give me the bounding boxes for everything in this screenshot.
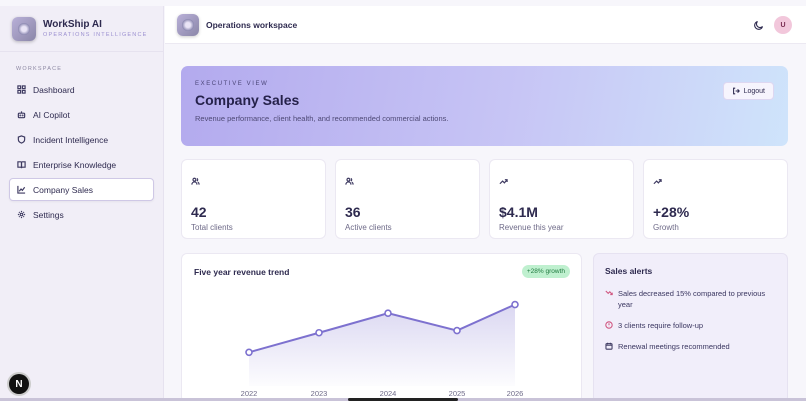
sales-alerts-card: Sales alerts Sales decreased 15% compare…: [593, 253, 788, 401]
sidebar-nav: Dashboard AI Copilot Incident Intelligen…: [9, 78, 154, 228]
revenue-trend-chart: 2022 2023 2024 2025 2026: [241, 300, 524, 398]
trending-down-icon: [605, 290, 613, 296]
sidebar-item-incident-intelligence[interactable]: Incident Intelligence: [9, 128, 154, 151]
main-content: EXECUTIVE VIEW Company Sales Revenue per…: [165, 44, 806, 401]
x-tick-label: 2023: [311, 389, 328, 398]
x-tick-label: 2022: [241, 389, 258, 398]
users-icon: [191, 177, 200, 185]
stat-value: 42: [191, 204, 207, 220]
alert-item: Renewal meetings recommended: [605, 341, 776, 352]
brand-logo: [12, 16, 36, 41]
stat-value: +28%: [653, 204, 690, 220]
sidebar: WorkShip AI OPERATIONS INTELLIGENCE WORK…: [0, 6, 164, 398]
stat-label: Growth: [653, 223, 679, 232]
n-badge[interactable]: N: [9, 374, 29, 394]
bot-icon: [17, 111, 26, 119]
revenue-trend-card: 2022 2023 2024 2025 2026 Five year revenue t…: [181, 253, 582, 401]
hero-eyebrow: EXECUTIVE VIEW: [195, 81, 269, 87]
home-indicator: [348, 398, 458, 401]
stat-card-active-clients: 36 Active clients: [335, 159, 480, 239]
logout-button[interactable]: Logout: [722, 82, 774, 100]
users-icon: [345, 177, 354, 185]
brand-subtitle: OPERATIONS INTELLIGENCE: [43, 32, 148, 38]
hero-description: Revenue performance, client health, and …: [195, 114, 449, 123]
logout-icon: [732, 87, 740, 95]
calendar-icon: [605, 342, 613, 350]
chart-point-2026[interactable]: [511, 300, 519, 309]
growth-badge: +28% growth: [521, 265, 570, 278]
stat-label: Active clients: [345, 223, 392, 232]
sidebar-item-settings[interactable]: Settings: [9, 203, 154, 226]
alert-circle-icon: [605, 321, 613, 329]
grid-icon: [17, 85, 26, 94]
gear-icon: [17, 210, 26, 219]
brand-name: WorkShip AI: [43, 19, 102, 30]
stat-label: Revenue this year: [499, 223, 564, 232]
topbar: Operations workspace U: [165, 6, 806, 44]
trending-up-icon: [653, 179, 662, 185]
book-icon: [17, 161, 26, 169]
sidebar-section-label: WORKSPACE: [16, 66, 63, 72]
sidebar-item-dashboard[interactable]: Dashboard: [9, 78, 154, 101]
stat-card-revenue: $4.1M Revenue this year: [489, 159, 634, 239]
stat-label: Total clients: [191, 223, 233, 232]
alerts-title: Sales alerts: [605, 266, 653, 276]
brand[interactable]: WorkShip AI OPERATIONS INTELLIGENCE: [0, 6, 163, 52]
x-tick-label: 2025: [449, 389, 466, 398]
sidebar-item-label: Settings: [33, 209, 64, 220]
sidebar-item-label: Company Sales: [33, 184, 94, 195]
shield-icon: [17, 135, 26, 144]
hero-banner: EXECUTIVE VIEW Company Sales Revenue per…: [181, 66, 788, 146]
page-title: Company Sales: [195, 92, 300, 108]
stat-value: 36: [345, 204, 361, 220]
chart-area: [249, 304, 515, 386]
chart-point-2022[interactable]: [245, 348, 253, 357]
sidebar-item-label: Dashboard: [33, 84, 75, 95]
x-tick-label: 2024: [380, 389, 397, 398]
sidebar-item-ai-copilot[interactable]: AI Copilot: [9, 103, 154, 126]
moon-icon[interactable]: [753, 19, 765, 31]
sidebar-item-company-sales[interactable]: Company Sales: [9, 178, 154, 201]
alert-item: 3 clients require follow-up: [605, 320, 776, 331]
chart-point-2025[interactable]: [453, 326, 461, 335]
x-tick-label: 2026: [507, 389, 524, 398]
chart-point-2023[interactable]: [315, 328, 323, 337]
alert-text: 3 clients require follow-up: [618, 321, 704, 330]
sidebar-item-label: Enterprise Knowledge: [33, 159, 117, 170]
alert-text: Sales decreased 15% compared to previous…: [618, 289, 766, 309]
trend-title: Five year revenue trend: [194, 267, 290, 277]
sidebar-item-label: AI Copilot: [33, 109, 70, 120]
workspace-title: Operations workspace: [206, 19, 298, 30]
stat-card-total-clients: 42 Total clients: [181, 159, 326, 239]
trending-up-icon: [499, 179, 508, 185]
sidebar-item-label: Incident Intelligence: [33, 134, 109, 145]
chart-point-2024[interactable]: [384, 309, 392, 318]
alert-item: Sales decreased 15% compared to previous…: [605, 288, 776, 310]
alert-text: Renewal meetings recommended: [618, 342, 730, 351]
logout-label: Logout: [743, 87, 765, 95]
chart-icon: [17, 185, 26, 194]
stat-card-growth: +28% Growth: [643, 159, 788, 239]
avatar[interactable]: U: [774, 16, 792, 34]
stat-value: $4.1M: [499, 204, 538, 220]
workspace-logo: [177, 13, 199, 36]
sidebar-item-enterprise-knowledge[interactable]: Enterprise Knowledge: [9, 153, 154, 176]
